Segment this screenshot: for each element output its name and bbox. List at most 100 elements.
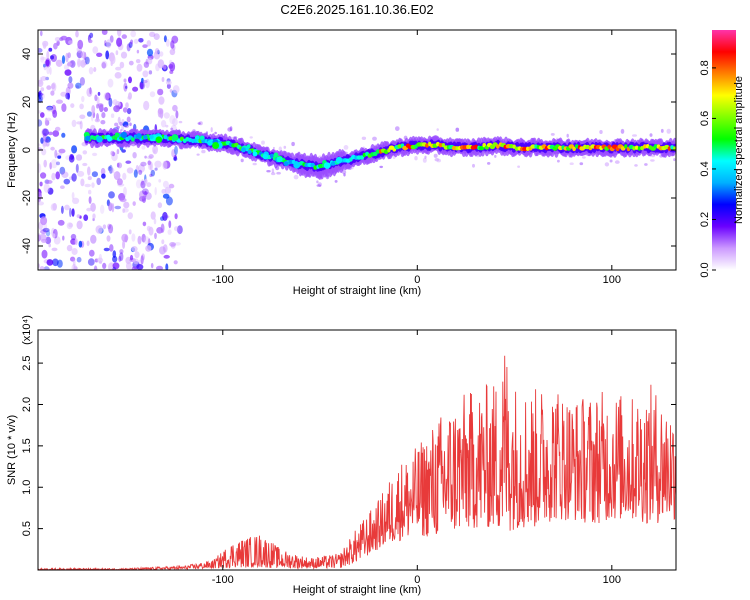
noise-speckle — [116, 37, 123, 47]
noise-speckle — [88, 67, 94, 75]
noise-speckle — [96, 257, 104, 263]
colorbar-ticks: 0.0 0.2 0.4 0.6 0.8 — [699, 60, 716, 278]
noise-speckle — [177, 225, 183, 235]
faint-speckle — [455, 127, 460, 132]
spectrogram-y-axis-title: Frequency (Hz) — [6, 112, 18, 188]
noise-speckle — [88, 189, 92, 195]
noise-speckle — [46, 65, 50, 75]
faint-speckle — [214, 131, 217, 135]
faint-speckle — [276, 171, 281, 175]
noise-speckle — [165, 80, 172, 85]
noise-speckle — [38, 234, 41, 242]
noise-speckle — [126, 116, 131, 123]
noise-speckle — [51, 172, 56, 181]
faint-speckle — [395, 126, 400, 131]
noise-speckle — [96, 177, 101, 186]
faint-speckle — [178, 120, 183, 124]
noise-speckle — [141, 179, 144, 186]
snr-x-tick-label: 100 — [603, 574, 621, 586]
noise-speckle — [125, 85, 128, 89]
noise-speckle — [38, 79, 44, 87]
noise-speckle — [43, 63, 46, 68]
noise-speckle — [38, 201, 44, 206]
noise-speckle — [108, 97, 113, 108]
noise-speckle — [163, 35, 167, 43]
colorbar-tick-label: 0.2 — [699, 212, 711, 227]
noise-speckle — [157, 88, 164, 96]
faint-speckle — [283, 145, 287, 149]
faint-speckle — [372, 136, 377, 141]
ridge-blob — [212, 142, 220, 149]
noise-speckle — [75, 154, 83, 161]
noise-speckle — [127, 212, 133, 220]
noise-speckle — [79, 103, 84, 110]
noise-speckle — [157, 107, 164, 115]
noise-speckle — [154, 160, 162, 168]
noise-speckle — [102, 262, 107, 269]
noise-speckle — [75, 82, 82, 89]
faint-speckle — [334, 180, 338, 183]
faint-speckle — [110, 151, 114, 156]
colorbar-tick-label: 0.0 — [699, 262, 711, 277]
noise-speckle — [169, 242, 177, 247]
noise-speckle — [61, 103, 67, 112]
noise-speckle — [172, 104, 178, 112]
noise-speckle — [68, 222, 74, 228]
noise-speckle — [174, 242, 181, 246]
noise-speckle — [42, 227, 50, 233]
noise-speckle — [52, 258, 59, 267]
spectrogram-marks — [38, 30, 676, 270]
noise-speckle — [126, 108, 132, 115]
noise-speckle — [76, 220, 83, 230]
noise-speckle — [52, 109, 58, 118]
faint-speckle — [266, 170, 271, 173]
noise-speckle — [43, 183, 50, 193]
noise-speckle — [133, 258, 139, 265]
noise-speckle — [60, 185, 65, 189]
noise-speckle — [121, 34, 128, 39]
noise-speckle — [45, 230, 51, 237]
noise-speckle — [130, 30, 137, 38]
noise-speckle — [123, 78, 127, 83]
noise-speckle — [49, 162, 52, 170]
spectrogram-y-tick-label: 20 — [21, 96, 33, 108]
noise-speckle — [87, 258, 95, 266]
noise-speckle — [38, 263, 41, 269]
noise-speckle — [148, 226, 154, 236]
colorbar-tick-label: 0.4 — [699, 161, 711, 176]
noise-speckle — [109, 244, 114, 252]
noise-speckle — [148, 70, 153, 75]
faint-speckle — [422, 157, 427, 163]
snr-ticks: -100 0 100 0.5 1.0 1.5 2.0 2.5 — [21, 330, 676, 586]
spectrogram-y-tick-label: -20 — [21, 190, 33, 206]
faint-speckle — [129, 122, 132, 127]
snr-plot-area — [38, 330, 676, 570]
faint-speckle — [582, 156, 586, 159]
ridge-core — [466, 144, 470, 150]
noise-speckle — [97, 91, 101, 96]
noise-speckle — [79, 114, 86, 120]
ridge-core — [188, 137, 193, 143]
noise-speckle — [44, 117, 48, 127]
noise-speckle — [39, 181, 43, 187]
noise-speckle — [104, 40, 107, 47]
noise-speckle — [121, 149, 126, 153]
snr-y-axis-title: SNR (10 * v/v) — [6, 415, 18, 485]
noise-speckle — [117, 116, 121, 124]
noise-speckle — [38, 80, 43, 85]
noise-speckle — [120, 51, 128, 59]
noise-speckle — [136, 49, 140, 54]
noise-speckle — [61, 132, 66, 138]
noise-speckle — [166, 83, 171, 89]
noise-speckle — [161, 77, 165, 82]
faint-speckle — [201, 149, 206, 154]
noise-speckle — [119, 61, 125, 69]
noise-speckle — [115, 50, 119, 56]
faint-speckle — [569, 162, 574, 165]
noise-speckle — [173, 260, 178, 265]
noise-speckle — [149, 91, 156, 98]
noise-speckle — [71, 208, 75, 217]
faint-speckle — [165, 124, 169, 128]
faint-speckle — [649, 133, 653, 137]
noise-speckle — [84, 183, 91, 188]
